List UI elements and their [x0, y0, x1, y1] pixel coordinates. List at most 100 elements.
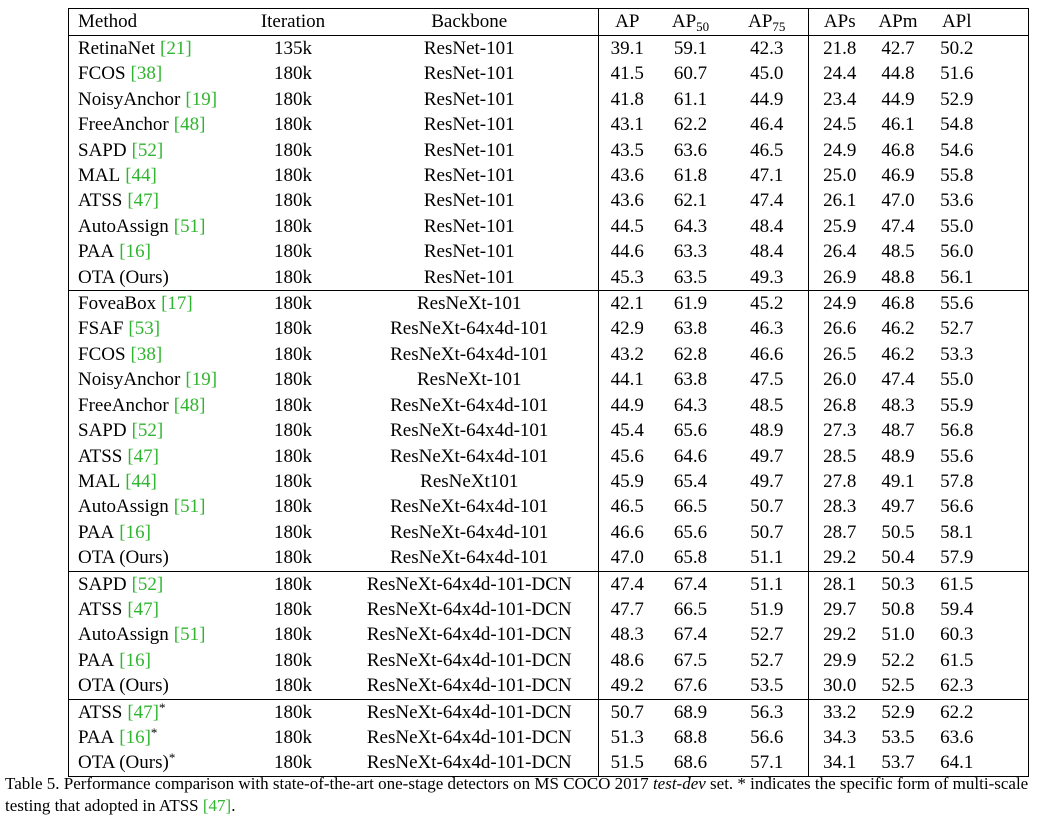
method-cell: NoisyAnchor [19]	[69, 87, 246, 112]
method-name: FoveaBox	[78, 293, 157, 315]
method-name: MAL	[78, 470, 121, 492]
header-cell: APm	[870, 8, 926, 36]
backbone-cell: ResNeXt-64x4d-101	[390, 394, 549, 416]
score-cell: 63.6	[940, 726, 974, 748]
method-name: ATSS	[78, 445, 123, 467]
score-cell: 45.4	[598, 418, 656, 444]
score-cell: 52.9	[870, 698, 926, 725]
score-cell: 44.1	[598, 367, 656, 393]
score-cell: 28.7	[808, 519, 871, 546]
score-cell: 41.8	[598, 86, 656, 113]
header-cell: AP	[598, 8, 656, 36]
score-cell: 52.7	[940, 318, 974, 340]
score-cell: 67.4	[655, 570, 726, 597]
backbone-cell: ResNet-101	[423, 139, 515, 161]
iteration-cell: 180k	[274, 752, 312, 774]
method-name: FCOS	[78, 343, 126, 365]
score-cell: 30.0	[808, 673, 871, 700]
score-cell: 47.5	[750, 369, 784, 391]
table-row: FCOS [38] 180k ResNeXt-64x4d-101 43.2 62.8 46.…	[69, 341, 1029, 368]
backbone-cell: ResNet-101	[423, 88, 515, 110]
score-cell: 62.8	[673, 343, 708, 365]
score-cell: 24.5	[808, 112, 871, 138]
table-row: OTA (Ours) 180k ResNet-101 45.3 63.5 49.3 26.9…	[69, 264, 1029, 291]
method-name: PAA	[78, 521, 115, 543]
score-cell: 26.9	[808, 264, 871, 291]
score-cell: 49.3	[750, 266, 784, 288]
backbone-cell: ResNeXt-64x4d-101-DCN	[366, 624, 572, 646]
backbone-cell: ResNet-101	[423, 241, 515, 263]
table-row: NoisyAnchor [19] 180k ResNeXt-101 44.1 63.8 47…	[69, 367, 1029, 393]
table-row: FreeAnchor [48] 180k ResNeXt-64x4d-101 44.9 6…	[69, 392, 1029, 419]
header-cell: APl	[925, 8, 1029, 36]
score-cell: 43.6	[598, 188, 656, 214]
method-name: SAPD	[78, 573, 127, 595]
backbone-cell: ResNet-101	[423, 63, 515, 85]
score-cell: 46.8	[870, 290, 926, 317]
method-name: PAA	[78, 649, 115, 671]
iteration-cell: 180k	[274, 165, 312, 187]
score-cell: 65.6	[673, 420, 708, 442]
backbone-cell: ResNet-101	[423, 190, 515, 212]
table-row: SAPD [52] 180k ResNeXt-64x4d-101 45.4 65.6 48.…	[69, 418, 1029, 444]
iteration-cell: 180k	[245, 698, 341, 725]
method-cell: NoisyAnchor [19]	[69, 367, 246, 392]
score-cell: 23.4	[808, 86, 871, 113]
header-subscript: 75	[772, 19, 786, 35]
method-name: SAPD	[78, 139, 127, 161]
score-cell: 46.6	[598, 519, 656, 546]
score-cell: 44.9	[881, 88, 915, 110]
score-cell: 50.3	[870, 570, 926, 597]
table-row: AutoAssign [51] 180k ResNet-101 44.5 64.3 48.4…	[69, 213, 1029, 240]
backbone-cell: ResNet-101	[423, 38, 515, 59]
score-cell: 47.4	[881, 369, 915, 391]
score-cell: 46.3	[750, 318, 784, 340]
table-row: SAPD [52] 180k ResNeXt-64x4d-101-DCN 47.4 67.…	[68, 570, 1029, 597]
score-cell: 28.1	[808, 570, 871, 597]
score-cell: 48.3	[598, 622, 656, 648]
citation: [19]	[185, 88, 218, 110]
header-cell: Backbone	[340, 8, 599, 36]
score-cell: 39.1	[598, 35, 656, 62]
citation: [47]	[127, 190, 160, 212]
score-cell: 53.5	[750, 675, 784, 697]
score-cell: 44.9	[598, 392, 656, 419]
score-cell: 46.2	[881, 318, 915, 340]
score-cell: 48.4	[750, 215, 784, 237]
iteration-cell: 135k	[274, 38, 312, 59]
score-cell: 44.5	[598, 213, 656, 240]
score-cell: 25.0	[808, 163, 871, 189]
iteration-cell: 180k	[274, 114, 312, 136]
score-cell: 48.3	[881, 394, 915, 416]
score-cell: 63.8	[673, 318, 708, 340]
score-cell: 42.7	[881, 38, 915, 59]
caption: Table 5. Performance comparison with sta…	[5, 773, 1041, 817]
table-row: OTA (Ours) 180k ResNeXt-64x4d-101 47.0 65.8 5…	[69, 545, 1029, 572]
score-cell: 29.2	[808, 622, 871, 648]
score-cell: 56.0	[940, 241, 974, 263]
method-name: ATSS	[78, 190, 123, 212]
iteration-cell: 180k	[274, 675, 312, 697]
backbone-cell: ResNeXt-64x4d-101	[390, 445, 549, 467]
score-cell: 60.3	[940, 624, 974, 646]
score-cell: 47.0	[598, 545, 656, 572]
score-cell: 54.6	[940, 139, 974, 161]
method-name: PAA	[78, 726, 115, 748]
score-cell: 42.3	[750, 38, 784, 59]
score-cell: 62.3	[940, 675, 974, 697]
score-cell: 51.9	[750, 598, 784, 620]
score-cell: 56.1	[940, 266, 974, 288]
score-cell: 48.5	[750, 394, 784, 416]
iteration-cell: 180k	[274, 445, 312, 467]
caption-text: test-dev	[652, 774, 706, 793]
score-cell: 27.3	[808, 418, 871, 444]
method-cell: AutoAssign [51]	[69, 622, 246, 647]
score-cell: 54.8	[940, 114, 974, 136]
citation: [52]	[131, 573, 164, 595]
method-name: OTA (Ours)	[78, 675, 169, 697]
score-cell: 61.5	[925, 570, 1029, 597]
score-cell: 61.9	[655, 290, 726, 317]
method-cell: RetinaNet [21]	[69, 36, 246, 62]
score-cell: 61.8	[673, 165, 708, 187]
score-cell: 21.8	[808, 35, 871, 62]
